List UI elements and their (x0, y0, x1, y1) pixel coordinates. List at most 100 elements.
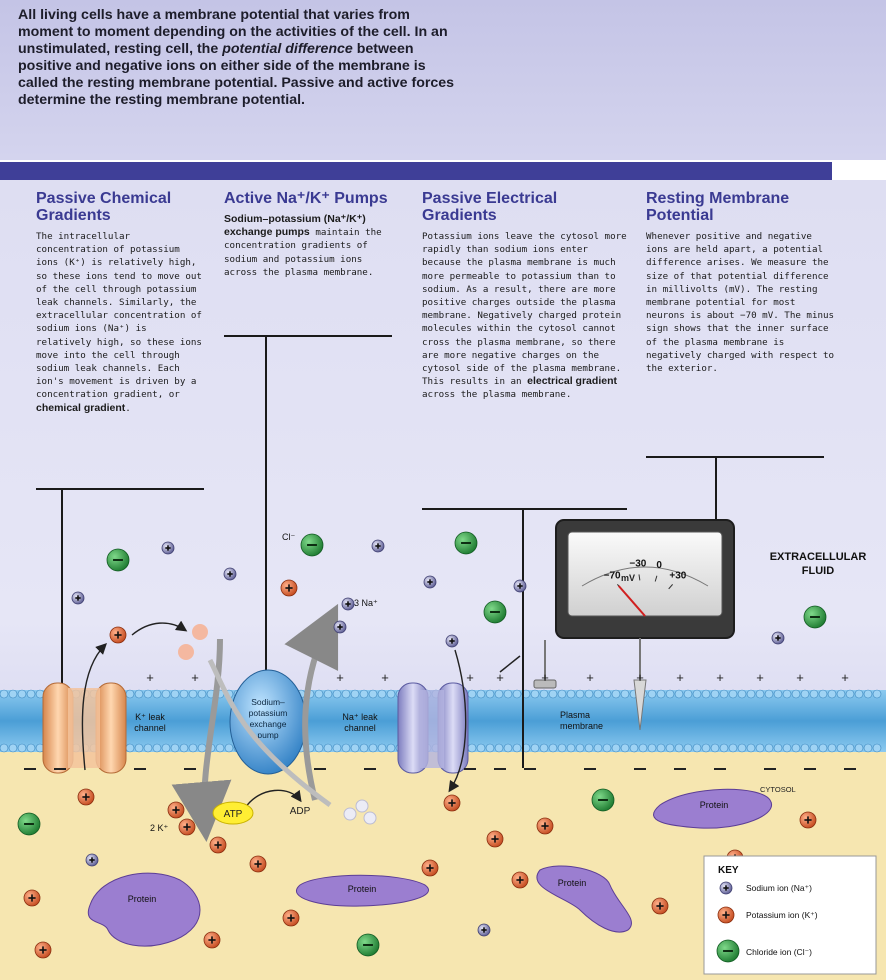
plus-charge: + (496, 670, 504, 685)
potassium-ion (536, 817, 554, 835)
meter-needle (617, 585, 646, 617)
sodium-ion (71, 591, 85, 605)
plasma-membrane-label-1: Plasma (560, 710, 590, 720)
sodium-ion (477, 923, 491, 937)
potassium-ion (280, 579, 298, 597)
minus-charge (364, 768, 376, 770)
column-pump-title: Active Na⁺/K⁺ Pumps (224, 190, 388, 207)
pump-label-3: exchange (250, 719, 287, 729)
plus-charge: + (636, 670, 644, 685)
minus-charge (844, 768, 856, 770)
extracellular-label-1: EXTRACELLULAR (770, 551, 867, 563)
column-electrical-title: Passive Electrical Gradients (422, 190, 558, 224)
minus-charge (464, 768, 476, 770)
minus-charge (634, 768, 646, 770)
minus-charge (24, 768, 36, 770)
chloride-ion (803, 605, 827, 629)
potassium-ion (443, 794, 461, 812)
column-resting-text: Whenever positive and negative ions are … (646, 231, 835, 375)
plus-charge: + (336, 670, 344, 685)
voltmeter: −70 −30 0 +30 mV (533, 519, 735, 731)
column-pump-text-1: maintain the concentration gradients of … (224, 227, 382, 278)
plus-charge: + (676, 670, 684, 685)
legend: KEY Sodium ion (Na⁺) Potassium ion (K⁺) … (703, 855, 877, 975)
column-resting: Resting Membrane Potential Whenever posi… (646, 190, 836, 375)
sodium-ion (771, 631, 785, 645)
atp-label: ATP (224, 809, 243, 820)
pump-label-4: pump (257, 730, 279, 740)
plus-charge: + (541, 670, 549, 685)
column-resting-rule (646, 456, 824, 458)
column-chemical-text-2: . (125, 402, 131, 414)
minus-charge (54, 768, 66, 770)
plus-charge: + (756, 670, 764, 685)
pump-label-1: Sodium– (251, 697, 285, 707)
column-electrical-text-1: Potassium ions leave the cytosol more ra… (422, 231, 627, 388)
column-electrical-rule (422, 508, 627, 510)
na-leak-channel (397, 682, 469, 774)
sodium-ion (423, 575, 437, 589)
meter-unit: mV (621, 573, 635, 583)
meter-tick-label: 0 (656, 560, 662, 571)
negative-charges (24, 768, 856, 770)
legend-potassium: Potassium ion (K⁺) (746, 910, 818, 920)
atp-adp-arrow (244, 789, 302, 809)
k-channel-label-1: K⁺ leak (135, 712, 165, 722)
potassium-ion (651, 897, 669, 915)
k-leak-channel (42, 682, 127, 774)
column-resting-title: Resting Membrane Potential (646, 190, 790, 224)
plus-charge: + (146, 670, 154, 685)
column-electrical-text-2: across the plasma membrane. (422, 389, 572, 401)
ions (17, 531, 827, 959)
intro-part-5: . Passive and active forces determine th… (18, 75, 455, 108)
header-bar (0, 162, 832, 180)
k-exit-arrow (131, 620, 188, 636)
k-channel-label-2: channel (134, 723, 166, 733)
plus-charge: + (191, 670, 199, 685)
intro-banner: All living cells have a membrane potenti… (0, 0, 886, 160)
column-pump-text: Sodium–potassium (Na⁺/K⁺) exchange pumps… (224, 213, 394, 279)
three-na-label: 3 Na⁺ (354, 598, 378, 608)
na-channel-label-2: channel (344, 723, 376, 733)
chloride-ion (716, 939, 740, 963)
legend-sodium: Sodium ion (Na⁺) (746, 883, 812, 893)
legend-chloride: Chloride ion (Cl⁻) (746, 947, 812, 957)
protein-label-2: Protein (128, 894, 157, 904)
potassium-ion (717, 906, 735, 924)
plasma-membrane-pointer (499, 655, 521, 673)
potassium-ion (511, 871, 529, 889)
column-chemical-text: The intracellular concentration of potas… (36, 230, 206, 415)
potassium-ion (167, 801, 185, 819)
plus-charge: + (841, 670, 849, 685)
potassium-ion (203, 931, 221, 949)
sodium-ion (161, 541, 175, 555)
protein-label-4: Protein (558, 878, 587, 888)
minus-charge (134, 768, 146, 770)
sodium-ion (85, 853, 99, 867)
na-k-pump: Sodium– potassium exchange pump (229, 669, 307, 775)
leader-lines (61, 336, 717, 768)
plus-charge: + (466, 670, 474, 685)
sodium-ion (719, 881, 733, 895)
potassium-ion (799, 811, 817, 829)
intro-part-2: potential difference (222, 41, 353, 57)
column-chemical-title: Passive Chemical Gradients (36, 190, 172, 224)
extracellular-label-2: FLUID (802, 565, 834, 577)
potassium-ion (23, 889, 41, 907)
minus-charge (674, 768, 686, 770)
column-chemical-rule (36, 488, 204, 490)
chloride-ion (591, 788, 615, 812)
potassium-ion (486, 830, 504, 848)
chloride-ion (454, 531, 478, 555)
minus-charge (184, 768, 196, 770)
minus-charge (494, 768, 506, 770)
na-efflux-arrow (284, 603, 339, 801)
cl-label: Cl⁻ (282, 532, 295, 542)
meter-tick-label: −30 (629, 559, 646, 570)
plus-charge: + (796, 670, 804, 685)
chloride-ion (106, 548, 130, 572)
cytosol-label: CYTOSOL (760, 785, 796, 794)
plasma-membrane-label-2: membrane (560, 721, 603, 731)
minus-charge (314, 768, 326, 770)
na-pump-path (207, 658, 332, 808)
